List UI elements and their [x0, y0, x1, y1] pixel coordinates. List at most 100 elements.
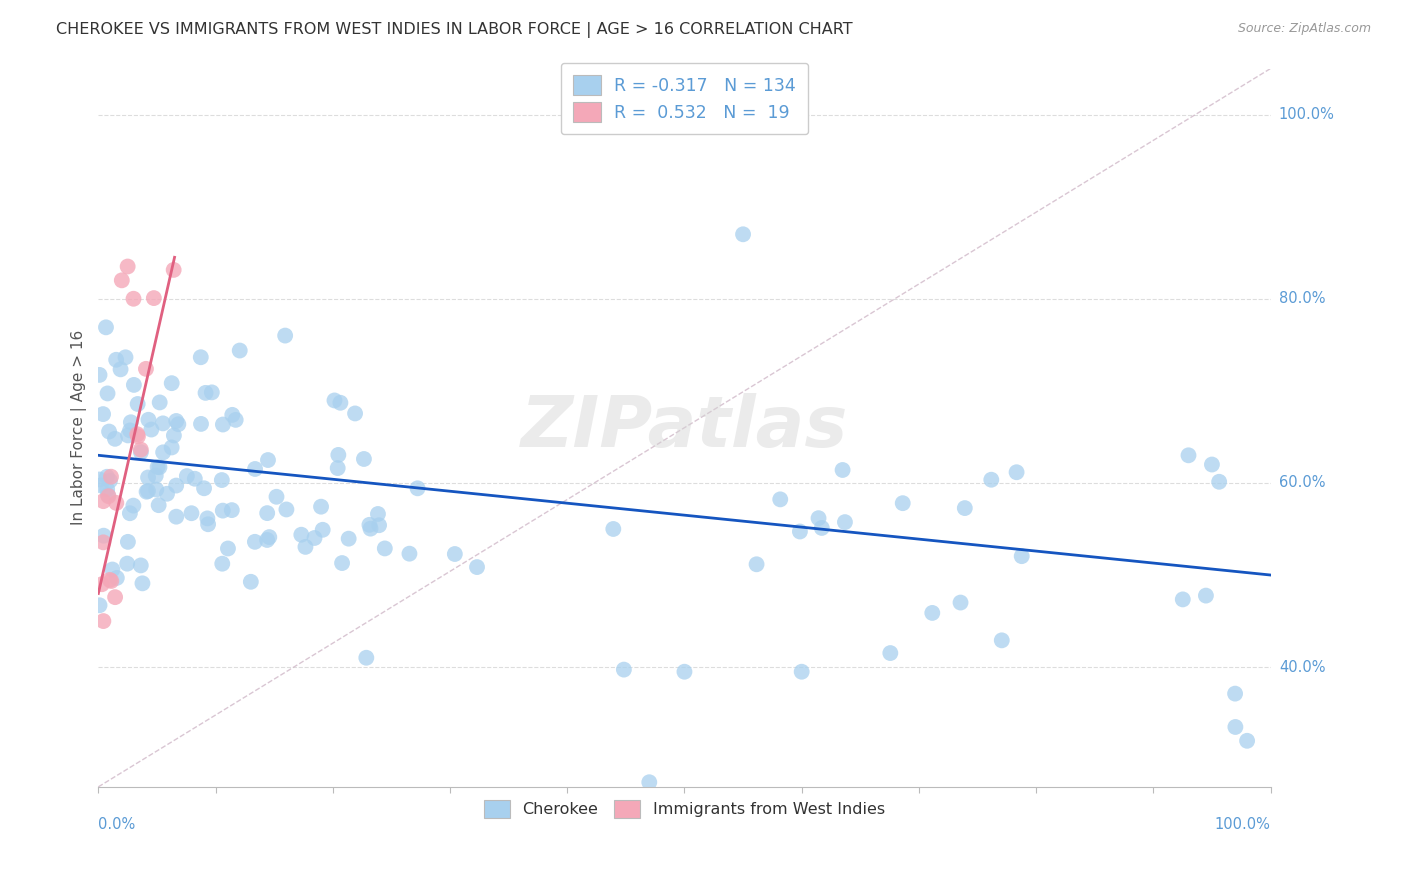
Text: 60.0%: 60.0%	[1279, 475, 1326, 491]
Point	[100, 574, 122, 588]
Point	[1236, 733, 1258, 747]
Point	[197, 511, 219, 525]
Point	[120, 424, 142, 438]
Point	[745, 558, 768, 572]
Point	[145, 483, 167, 497]
Point	[290, 527, 312, 541]
Point	[105, 496, 128, 510]
Point	[367, 507, 389, 521]
Point	[257, 453, 280, 467]
Point	[326, 461, 349, 475]
Point	[1011, 549, 1033, 564]
Point	[406, 481, 429, 495]
Point	[184, 472, 207, 486]
Point	[211, 557, 233, 571]
Point	[834, 515, 856, 529]
Point	[141, 423, 163, 437]
Point	[89, 368, 111, 382]
Point	[256, 506, 278, 520]
Point	[368, 518, 391, 533]
Point	[138, 413, 160, 427]
Point	[353, 452, 375, 467]
Point	[90, 478, 112, 492]
Point	[165, 509, 187, 524]
Point	[96, 469, 118, 483]
Point	[105, 571, 128, 585]
Point	[136, 470, 159, 484]
Point	[330, 556, 353, 570]
Point	[356, 650, 378, 665]
Point	[807, 511, 830, 525]
Point	[221, 408, 243, 422]
Text: 80.0%: 80.0%	[1279, 292, 1326, 306]
Point	[110, 362, 132, 376]
Point	[790, 665, 813, 679]
Point	[602, 522, 624, 536]
Point	[1201, 458, 1223, 472]
Point	[239, 574, 262, 589]
Point	[98, 474, 121, 488]
Point	[160, 376, 183, 391]
Point	[96, 482, 118, 496]
Y-axis label: In Labor Force | Age > 16: In Labor Force | Age > 16	[72, 330, 87, 525]
Point	[638, 775, 661, 789]
Point	[328, 448, 350, 462]
Point	[991, 633, 1014, 648]
Point	[89, 473, 111, 487]
Point	[304, 531, 326, 545]
Point	[93, 494, 115, 508]
Text: Source: ZipAtlas.com: Source: ZipAtlas.com	[1237, 22, 1371, 36]
Text: 100.0%: 100.0%	[1279, 107, 1334, 122]
Point	[111, 273, 134, 287]
Point	[1208, 475, 1230, 489]
Text: ZIPatlas: ZIPatlas	[520, 393, 848, 462]
Point	[163, 263, 186, 277]
Point	[256, 533, 278, 547]
Point	[443, 547, 465, 561]
Point	[312, 523, 335, 537]
Point	[149, 395, 172, 409]
Point	[129, 442, 152, 457]
Point	[1005, 465, 1028, 479]
Point	[152, 445, 174, 459]
Point	[323, 393, 346, 408]
Point	[97, 488, 120, 502]
Point	[1177, 448, 1199, 462]
Point	[673, 665, 696, 679]
Point	[104, 432, 127, 446]
Point	[229, 343, 252, 358]
Point	[97, 489, 120, 503]
Point	[135, 362, 157, 376]
Point	[105, 352, 128, 367]
Point	[225, 413, 247, 427]
Point	[221, 503, 243, 517]
Point	[129, 558, 152, 573]
Point	[953, 501, 976, 516]
Point	[337, 532, 360, 546]
Point	[98, 425, 121, 439]
Point	[398, 547, 420, 561]
Point	[136, 483, 159, 498]
Point	[879, 646, 901, 660]
Point	[152, 417, 174, 431]
Point	[211, 503, 233, 517]
Point	[167, 417, 190, 432]
Point	[93, 614, 115, 628]
Point	[731, 227, 754, 242]
Point	[165, 478, 187, 492]
Point	[194, 385, 217, 400]
Point	[1195, 589, 1218, 603]
Point	[117, 428, 139, 442]
Point	[93, 529, 115, 543]
Point	[259, 530, 281, 544]
Point	[118, 506, 141, 520]
Point	[148, 498, 170, 512]
Point	[217, 541, 239, 556]
Point	[122, 292, 145, 306]
Point	[949, 596, 972, 610]
Point	[142, 291, 165, 305]
Point	[101, 562, 124, 576]
Point	[243, 462, 266, 476]
Point	[131, 576, 153, 591]
Point	[201, 385, 224, 400]
